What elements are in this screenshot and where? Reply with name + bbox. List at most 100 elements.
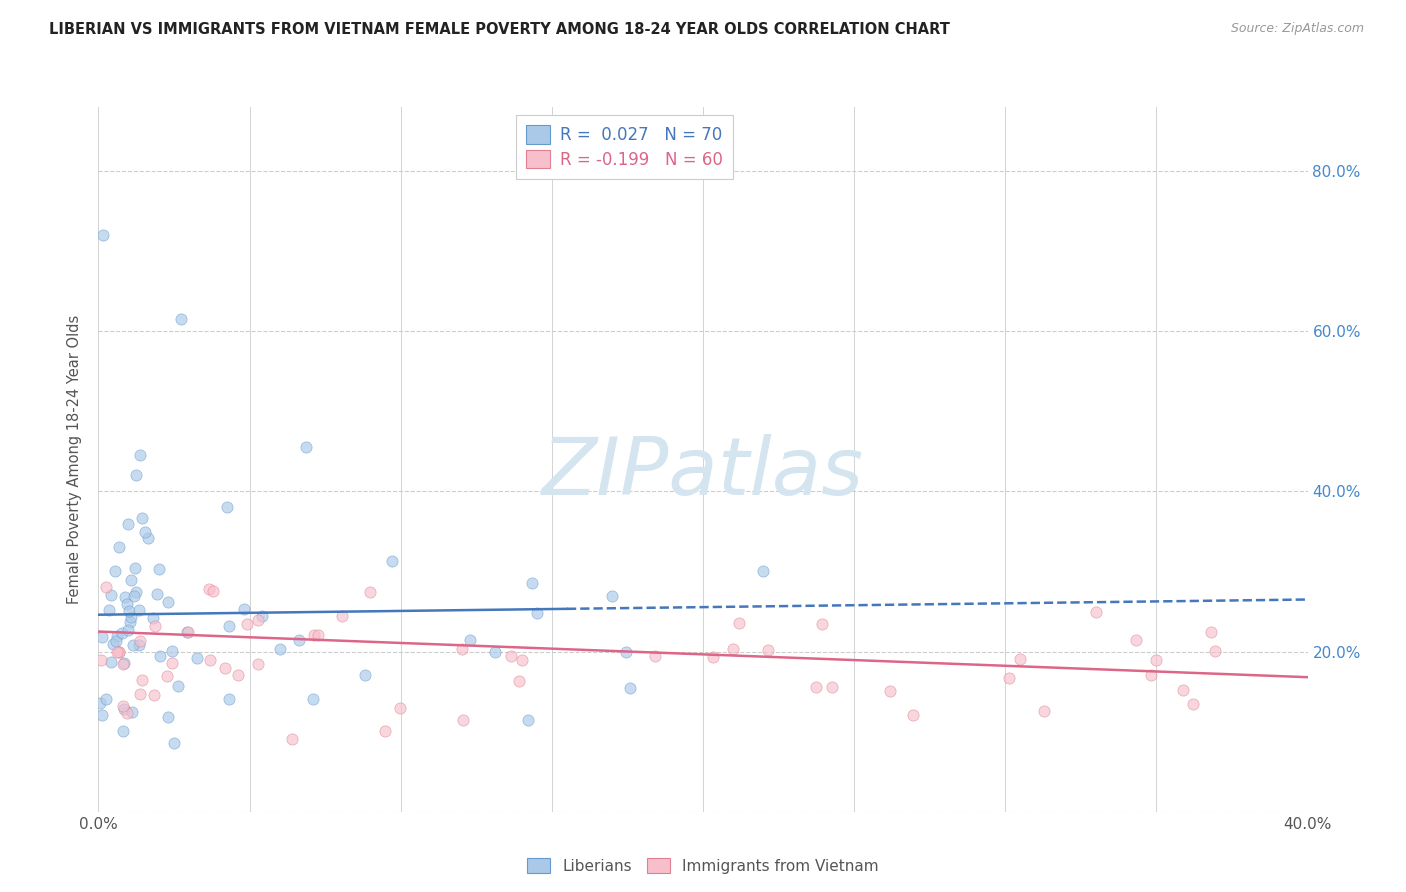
- Point: [142, 688, 165, 702]
- Point: [149, 649, 172, 664]
- Point: [100, 588, 122, 602]
- Point: [217, 500, 239, 514]
- Point: [120, 610, 142, 624]
- Point: [118, 615, 141, 629]
- Point: [104, 564, 127, 578]
- Legend: Liberians, Immigrants from Vietnam: Liberians, Immigrants from Vietnam: [522, 852, 884, 880]
- Point: [111, 698, 134, 713]
- Point: [100, 655, 122, 669]
- Point: [117, 597, 139, 611]
- Point: [302, 691, 325, 706]
- Point: [198, 582, 221, 596]
- Point: [522, 576, 544, 591]
- Point: [295, 441, 318, 455]
- Point: [810, 616, 832, 631]
- Point: [177, 625, 200, 640]
- Point: [281, 731, 304, 746]
- Point: [246, 613, 269, 627]
- Point: [105, 645, 128, 659]
- Point: [170, 312, 193, 326]
- Point: [451, 714, 474, 728]
- Point: [879, 684, 901, 698]
- Point: [602, 589, 624, 603]
- Point: [269, 642, 291, 657]
- Point: [214, 661, 236, 675]
- Point: [307, 628, 329, 642]
- Point: [250, 608, 273, 623]
- Point: [112, 656, 135, 670]
- Legend: R =  0.027   N = 70, R = -0.199   N = 60: R = 0.027 N = 70, R = -0.199 N = 60: [516, 115, 733, 178]
- Point: [702, 650, 724, 665]
- Point: [752, 565, 775, 579]
- Point: [721, 642, 744, 657]
- Point: [121, 706, 143, 720]
- Point: [114, 591, 136, 605]
- Point: [821, 680, 844, 694]
- Point: [198, 653, 221, 667]
- Point: [160, 656, 183, 670]
- Point: [304, 628, 326, 642]
- Point: [122, 589, 145, 603]
- Point: [451, 641, 474, 656]
- Point: [101, 637, 124, 651]
- Point: [96, 692, 118, 706]
- Point: [1125, 633, 1147, 648]
- Point: [374, 724, 396, 739]
- Point: [510, 653, 533, 667]
- Point: [108, 645, 131, 659]
- Point: [125, 468, 148, 483]
- Point: [1085, 605, 1108, 619]
- Point: [142, 611, 165, 625]
- Point: [131, 511, 153, 525]
- Point: [288, 632, 311, 647]
- Point: [226, 667, 249, 681]
- Point: [117, 624, 139, 638]
- Point: [167, 679, 190, 693]
- Point: [134, 524, 156, 539]
- Point: [218, 619, 240, 633]
- Point: [120, 573, 142, 587]
- Text: Source: ZipAtlas.com: Source: ZipAtlas.com: [1230, 22, 1364, 36]
- Point: [728, 615, 751, 630]
- Point: [508, 674, 530, 689]
- Point: [117, 516, 139, 531]
- Text: ZIPatlas: ZIPatlas: [541, 434, 865, 513]
- Point: [157, 595, 180, 609]
- Point: [108, 645, 131, 659]
- Point: [98, 602, 121, 616]
- Point: [804, 680, 827, 694]
- Point: [616, 645, 638, 659]
- Point: [354, 667, 377, 681]
- Point: [148, 562, 170, 576]
- Point: [619, 681, 641, 695]
- Point: [91, 707, 114, 722]
- Point: [108, 541, 131, 555]
- Point: [756, 643, 779, 657]
- Point: [156, 710, 179, 724]
- Point: [111, 657, 134, 671]
- Point: [143, 618, 166, 632]
- Point: [105, 633, 128, 648]
- Point: [201, 583, 224, 598]
- Point: [484, 645, 506, 659]
- Point: [1008, 652, 1031, 666]
- Point: [138, 531, 160, 545]
- Point: [186, 651, 208, 665]
- Point: [218, 692, 240, 706]
- Point: [129, 449, 152, 463]
- Point: [233, 602, 256, 616]
- Point: [901, 707, 924, 722]
- Point: [91, 228, 114, 243]
- Point: [124, 560, 146, 574]
- Point: [89, 696, 111, 710]
- Point: [246, 657, 269, 672]
- Point: [112, 702, 135, 716]
- Point: [1199, 624, 1222, 639]
- Point: [1144, 652, 1167, 666]
- Point: [644, 648, 666, 663]
- Point: [381, 554, 404, 568]
- Point: [91, 630, 114, 644]
- Point: [118, 604, 141, 618]
- Point: [111, 626, 134, 640]
- Point: [131, 673, 153, 687]
